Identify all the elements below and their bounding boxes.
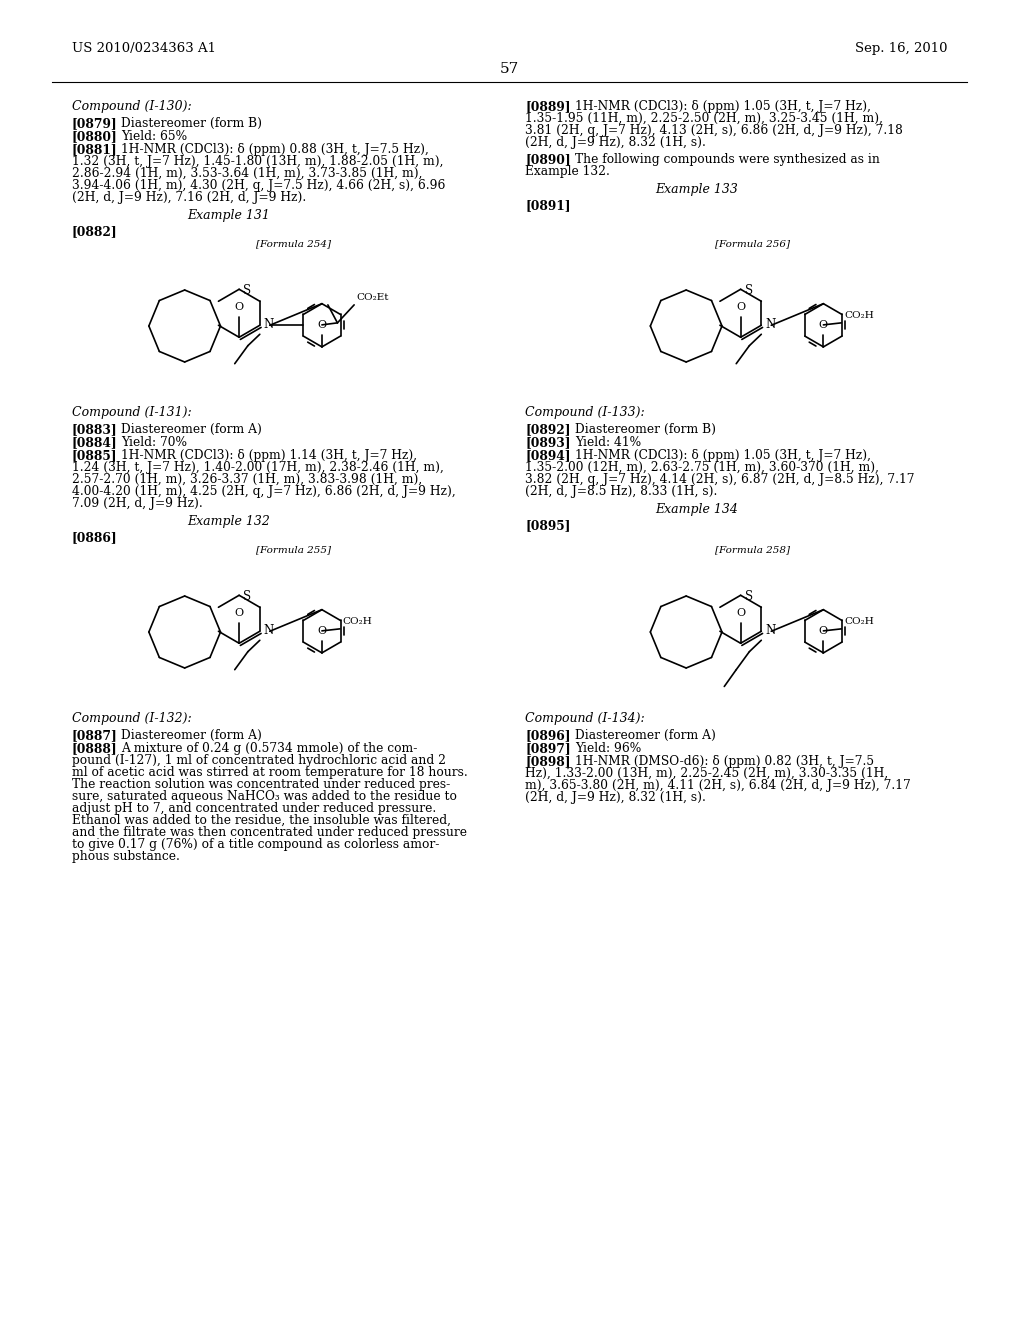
Text: S: S [243, 284, 251, 297]
Text: N: N [264, 624, 274, 636]
Text: CO₂H: CO₂H [844, 312, 874, 319]
Text: 1H-NMR (CDCl3): δ (ppm) 1.05 (3H, t, J=7 Hz),: 1H-NMR (CDCl3): δ (ppm) 1.05 (3H, t, J=7… [575, 449, 871, 462]
Text: [0894]: [0894] [525, 449, 570, 462]
Text: 1.35-1.95 (11H, m), 2.25-2.50 (2H, m), 3.25-3.45 (1H, m),: 1.35-1.95 (11H, m), 2.25-2.50 (2H, m), 3… [525, 112, 884, 125]
Text: 2.86-2.94 (1H, m), 3.53-3.64 (1H, m), 3.73-3.85 (1H, m),: 2.86-2.94 (1H, m), 3.53-3.64 (1H, m), 3.… [72, 168, 422, 180]
Text: (2H, d, J=9 Hz), 8.32 (1H, s).: (2H, d, J=9 Hz), 8.32 (1H, s). [525, 136, 707, 149]
Text: CO₂Et: CO₂Et [356, 293, 389, 302]
Text: [0885]: [0885] [72, 449, 117, 462]
Text: O: O [317, 319, 327, 330]
Text: Diastereomer (form B): Diastereomer (form B) [575, 422, 716, 436]
Text: [Formula 254]: [Formula 254] [256, 239, 331, 248]
Text: [0892]: [0892] [525, 422, 570, 436]
Text: 1.35-2.00 (12H, m), 2.63-2.75 (1H, m), 3.60-370 (1H, m),: 1.35-2.00 (12H, m), 2.63-2.75 (1H, m), 3… [525, 461, 880, 474]
Text: (2H, d, J=8.5 Hz), 8.33 (1H, s).: (2H, d, J=8.5 Hz), 8.33 (1H, s). [525, 484, 718, 498]
Text: Compound (I-130):: Compound (I-130): [72, 100, 191, 114]
Text: to give 0.17 g (76%) of a title compound as colorless amor-: to give 0.17 g (76%) of a title compound… [72, 838, 439, 851]
Text: [0893]: [0893] [525, 436, 570, 449]
Text: Compound (I-134):: Compound (I-134): [525, 711, 645, 725]
Text: adjust pH to 7, and concentrated under reduced pressure.: adjust pH to 7, and concentrated under r… [72, 803, 436, 814]
Text: [0879]: [0879] [72, 117, 118, 129]
Text: Sep. 16, 2010: Sep. 16, 2010 [855, 42, 947, 55]
Text: m), 3.65-3.80 (2H, m), 4.11 (2H, s), 6.84 (2H, d, J=9 Hz), 7.17: m), 3.65-3.80 (2H, m), 4.11 (2H, s), 6.8… [525, 779, 911, 792]
Text: [0881]: [0881] [72, 143, 118, 156]
Text: O: O [819, 319, 828, 330]
Text: O: O [736, 609, 745, 618]
Text: O: O [234, 302, 244, 312]
Text: Ethanol was added to the residue, the insoluble was filtered,: Ethanol was added to the residue, the in… [72, 814, 451, 828]
Text: [0887]: [0887] [72, 729, 118, 742]
Text: Diastereomer (form A): Diastereomer (form A) [122, 729, 262, 742]
Text: O: O [736, 302, 745, 312]
Text: [0895]: [0895] [525, 519, 570, 532]
Text: CO₂H: CO₂H [343, 616, 373, 626]
Text: (2H, d, J=9 Hz), 7.16 (2H, d, J=9 Hz).: (2H, d, J=9 Hz), 7.16 (2H, d, J=9 Hz). [72, 191, 306, 205]
Text: Compound (I-131):: Compound (I-131): [72, 407, 191, 418]
Text: 3.81 (2H, q, J=7 Hz), 4.13 (2H, s), 6.86 (2H, d, J=9 Hz), 7.18: 3.81 (2H, q, J=7 Hz), 4.13 (2H, s), 6.86… [525, 124, 903, 137]
Text: Example 131: Example 131 [187, 209, 270, 222]
Text: [0884]: [0884] [72, 436, 118, 449]
Text: [Formula 255]: [Formula 255] [256, 545, 331, 554]
Text: 4.00-4.20 (1H, m), 4.25 (2H, q, J=7 Hz), 6.86 (2H, d, J=9 Hz),: 4.00-4.20 (1H, m), 4.25 (2H, q, J=7 Hz),… [72, 484, 456, 498]
Text: [0880]: [0880] [72, 129, 118, 143]
Text: (2H, d, J=9 Hz), 8.32 (1H, s).: (2H, d, J=9 Hz), 8.32 (1H, s). [525, 791, 707, 804]
Text: sure, saturated aqueous NaHCO₃ was added to the residue to: sure, saturated aqueous NaHCO₃ was added… [72, 789, 457, 803]
Text: S: S [744, 590, 753, 603]
Text: Example 132: Example 132 [187, 515, 270, 528]
Text: 1.24 (3H, t, J=7 Hz), 1.40-2.00 (17H, m), 2.38-2.46 (1H, m),: 1.24 (3H, t, J=7 Hz), 1.40-2.00 (17H, m)… [72, 461, 443, 474]
Text: CO₂H: CO₂H [844, 616, 874, 626]
Text: 1H-NMR (DMSO-d6): δ (ppm) 0.82 (3H, t, J=7.5: 1H-NMR (DMSO-d6): δ (ppm) 0.82 (3H, t, J… [575, 755, 874, 768]
Text: [Formula 258]: [Formula 258] [715, 545, 790, 554]
Text: O: O [819, 626, 828, 636]
Text: S: S [744, 284, 753, 297]
Text: phous substance.: phous substance. [72, 850, 179, 863]
Text: US 2010/0234363 A1: US 2010/0234363 A1 [72, 42, 216, 55]
Text: Hz), 1.33-2.00 (13H, m), 2.25-2.45 (2H, m), 3.30-3.35 (1H,: Hz), 1.33-2.00 (13H, m), 2.25-2.45 (2H, … [525, 767, 889, 780]
Text: O: O [234, 609, 244, 618]
Text: [0891]: [0891] [525, 199, 570, 213]
Text: pound (I-127), 1 ml of concentrated hydrochloric acid and 2: pound (I-127), 1 ml of concentrated hydr… [72, 754, 445, 767]
Text: [0889]: [0889] [525, 100, 570, 114]
Text: 3.94-4.06 (1H, m), 4.30 (2H, q, J=7.5 Hz), 4.66 (2H, s), 6.96: 3.94-4.06 (1H, m), 4.30 (2H, q, J=7.5 Hz… [72, 180, 445, 191]
Text: O: O [317, 626, 327, 636]
Text: and the filtrate was then concentrated under reduced pressure: and the filtrate was then concentrated u… [72, 826, 467, 840]
Text: Diastereomer (form A): Diastereomer (form A) [575, 729, 716, 742]
Text: [0882]: [0882] [72, 224, 118, 238]
Text: Example 134: Example 134 [655, 503, 738, 516]
Text: N: N [264, 318, 274, 331]
Text: 57: 57 [500, 62, 519, 77]
Text: 1H-NMR (CDCl3): δ (ppm) 1.05 (3H, t, J=7 Hz),: 1H-NMR (CDCl3): δ (ppm) 1.05 (3H, t, J=7… [575, 100, 871, 114]
Text: 1.32 (3H, t, J=7 Hz), 1.45-1.80 (13H, m), 1.88-2.05 (1H, m),: 1.32 (3H, t, J=7 Hz), 1.45-1.80 (13H, m)… [72, 154, 443, 168]
Text: [0888]: [0888] [72, 742, 118, 755]
Text: Compound (I-132):: Compound (I-132): [72, 711, 191, 725]
Text: [0883]: [0883] [72, 422, 118, 436]
Text: [Formula 256]: [Formula 256] [715, 239, 790, 248]
Text: Yield: 41%: Yield: 41% [575, 436, 641, 449]
Text: The following compounds were synthesized as in: The following compounds were synthesized… [575, 153, 880, 166]
Text: [0886]: [0886] [72, 531, 118, 544]
Text: Compound (I-133):: Compound (I-133): [525, 407, 645, 418]
Text: Diastereomer (form B): Diastereomer (form B) [122, 117, 262, 129]
Text: [0898]: [0898] [525, 755, 570, 768]
Text: N: N [765, 624, 775, 636]
Text: Yield: 70%: Yield: 70% [122, 436, 187, 449]
Text: [0896]: [0896] [525, 729, 570, 742]
Text: Example 132.: Example 132. [525, 165, 610, 178]
Text: Yield: 96%: Yield: 96% [575, 742, 641, 755]
Text: The reaction solution was concentrated under reduced pres-: The reaction solution was concentrated u… [72, 777, 450, 791]
Text: [0897]: [0897] [525, 742, 571, 755]
Text: 7.09 (2H, d, J=9 Hz).: 7.09 (2H, d, J=9 Hz). [72, 498, 203, 510]
Text: A mixture of 0.24 g (0.5734 mmole) of the com-: A mixture of 0.24 g (0.5734 mmole) of th… [122, 742, 418, 755]
Text: ml of acetic acid was stirred at room temperature for 18 hours.: ml of acetic acid was stirred at room te… [72, 766, 467, 779]
Text: Example 133: Example 133 [655, 183, 738, 195]
Text: 2.57-2.70 (1H, m), 3.26-3.37 (1H, m), 3.83-3.98 (1H, m),: 2.57-2.70 (1H, m), 3.26-3.37 (1H, m), 3.… [72, 473, 422, 486]
Text: [0890]: [0890] [525, 153, 571, 166]
Text: S: S [243, 590, 251, 603]
Text: 3.82 (2H, q, J=7 Hz), 4.14 (2H, s), 6.87 (2H, d, J=8.5 Hz), 7.17: 3.82 (2H, q, J=7 Hz), 4.14 (2H, s), 6.87… [525, 473, 914, 486]
Text: Yield: 65%: Yield: 65% [122, 129, 187, 143]
Text: 1H-NMR (CDCl3): δ (ppm) 0.88 (3H, t, J=7.5 Hz),: 1H-NMR (CDCl3): δ (ppm) 0.88 (3H, t, J=7… [122, 143, 429, 156]
Text: Diastereomer (form A): Diastereomer (form A) [122, 422, 262, 436]
Text: N: N [765, 318, 775, 331]
Text: 1H-NMR (CDCl3): δ (ppm) 1.14 (3H, t, J=7 Hz),: 1H-NMR (CDCl3): δ (ppm) 1.14 (3H, t, J=7… [122, 449, 418, 462]
